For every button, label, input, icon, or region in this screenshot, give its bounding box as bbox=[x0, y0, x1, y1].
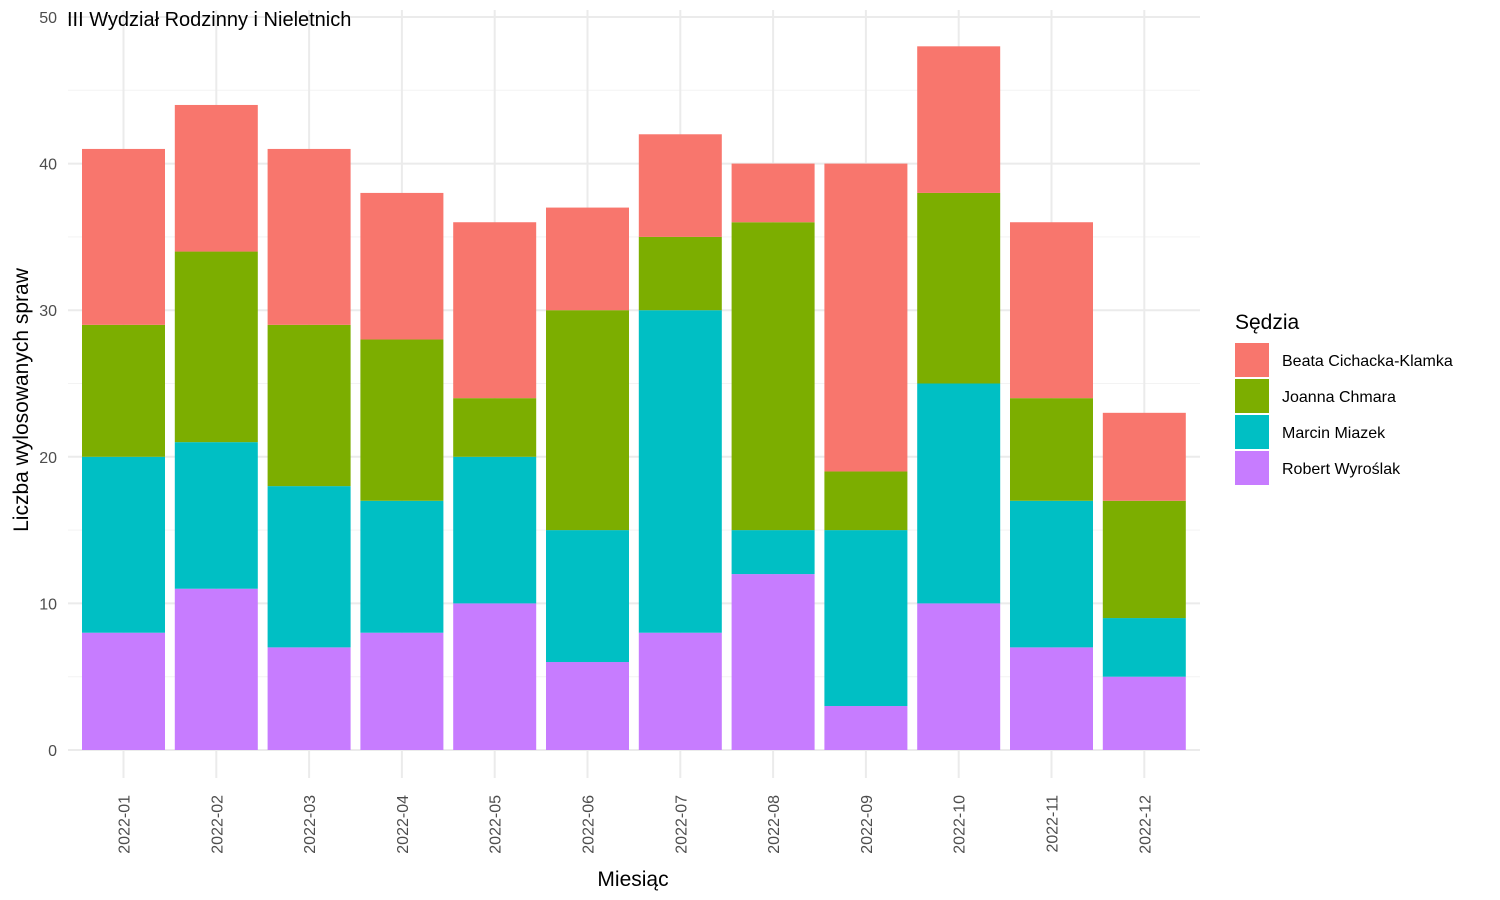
bar-segment-robert-wyroslak-2022-03 bbox=[267, 647, 351, 750]
y-tick-label: 50 bbox=[39, 10, 57, 27]
legend-label: Marcin Miazek bbox=[1282, 425, 1386, 442]
bar-segment-marcin-miazek-2022-01 bbox=[82, 456, 165, 633]
legend-label: Joanna Chmara bbox=[1282, 389, 1396, 406]
x-tick-label: 2022-07 bbox=[673, 795, 690, 854]
bar-segment-robert-wyroslak-2022-10 bbox=[917, 603, 1001, 750]
bar-segment-marcin-miazek-2022-12 bbox=[1102, 618, 1186, 677]
y-tick-label: 40 bbox=[39, 157, 57, 174]
y-axis-title: Liczba wylosowanych spraw bbox=[10, 267, 33, 532]
x-tick-label: 2022-08 bbox=[766, 795, 783, 854]
bar-segment-marcin-miazek-2022-06 bbox=[546, 530, 629, 663]
y-tick-labels: 0 10 20 30 40 50 bbox=[39, 10, 57, 760]
bar-segment-marcin-miazek-2022-08 bbox=[731, 530, 815, 575]
bar-segment-beata-cichacka-klamka-2022-08 bbox=[731, 163, 815, 223]
x-tick-label: 2022-03 bbox=[302, 795, 319, 854]
bar-segment-joanna-chmara-2022-05 bbox=[453, 398, 537, 457]
bar-segment-beata-cichacka-klamka-2022-09 bbox=[824, 163, 908, 472]
y-tick-label: 0 bbox=[48, 743, 57, 760]
legend-key bbox=[1235, 451, 1269, 485]
bar-segment-beata-cichacka-klamka-2022-04 bbox=[360, 192, 444, 340]
legend-title: Sędzia bbox=[1235, 311, 1300, 334]
bar-segment-joanna-chmara-2022-02 bbox=[174, 251, 258, 443]
bar-segment-marcin-miazek-2022-11 bbox=[1010, 500, 1093, 648]
bar-segment-marcin-miazek-2022-09 bbox=[824, 530, 908, 707]
bar-segment-robert-wyroslak-2022-06 bbox=[546, 662, 629, 750]
bar-segment-joanna-chmara-2022-12 bbox=[1102, 500, 1186, 619]
y-tick-label: 30 bbox=[39, 303, 57, 320]
legend-key bbox=[1235, 415, 1269, 449]
y-tick-label: 10 bbox=[39, 596, 57, 613]
x-tick-label: 2022-02 bbox=[209, 795, 226, 854]
bar-segment-joanna-chmara-2022-04 bbox=[360, 339, 444, 501]
legend: Sędzia Beata Cichacka-Klamka Joanna Chmar… bbox=[1235, 311, 1453, 485]
bar-segment-robert-wyroslak-2022-01 bbox=[82, 632, 165, 750]
bar-segment-beata-cichacka-klamka-2022-05 bbox=[453, 222, 537, 399]
bar-segment-joanna-chmara-2022-10 bbox=[917, 192, 1001, 384]
y-tick-label: 20 bbox=[39, 450, 57, 467]
bar-segment-marcin-miazek-2022-05 bbox=[453, 456, 537, 604]
bar-segment-joanna-chmara-2022-11 bbox=[1010, 398, 1093, 501]
bar-segment-joanna-chmara-2022-01 bbox=[82, 324, 165, 457]
x-tick-labels: 2022-01 2022-02 2022-03 2022-04 2022-05 2022-… bbox=[117, 795, 1155, 854]
x-tick-label: 2022-09 bbox=[859, 795, 876, 854]
x-tick-label: 2022-04 bbox=[395, 795, 412, 854]
chart-title: III Wydział Rodzinny i Nieletnich bbox=[67, 9, 351, 31]
bar-segment-joanna-chmara-2022-06 bbox=[546, 310, 629, 531]
bar-segment-robert-wyroslak-2022-02 bbox=[174, 588, 258, 750]
x-tick-label: 2022-05 bbox=[488, 795, 505, 854]
bar-segment-robert-wyroslak-2022-04 bbox=[360, 632, 444, 750]
legend-items: Beata Cichacka-Klamka Joanna Chmara Marcin… bbox=[1235, 343, 1453, 485]
bar-segment-beata-cichacka-klamka-2022-06 bbox=[546, 207, 629, 311]
legend-key bbox=[1235, 379, 1269, 413]
legend-label: Beata Cichacka-Klamka bbox=[1282, 353, 1453, 370]
bar-segment-beata-cichacka-klamka-2022-11 bbox=[1010, 222, 1093, 399]
bar-segment-joanna-chmara-2022-08 bbox=[731, 222, 815, 531]
bar-segment-robert-wyroslak-2022-05 bbox=[453, 603, 537, 750]
bars-layer bbox=[82, 46, 1186, 750]
bar-segment-marcin-miazek-2022-07 bbox=[638, 310, 722, 633]
legend-key bbox=[1235, 343, 1269, 377]
bar-segment-marcin-miazek-2022-04 bbox=[360, 500, 444, 633]
bar-segment-marcin-miazek-2022-10 bbox=[917, 383, 1001, 604]
bar-segment-robert-wyroslak-2022-09 bbox=[824, 706, 908, 750]
bar-segment-robert-wyroslak-2022-08 bbox=[731, 574, 815, 750]
x-tick-label: 2022-12 bbox=[1137, 795, 1154, 854]
bar-segment-joanna-chmara-2022-07 bbox=[638, 236, 722, 311]
bar-segment-robert-wyroslak-2022-07 bbox=[638, 632, 722, 750]
bar-segment-beata-cichacka-klamka-2022-02 bbox=[174, 104, 258, 252]
x-tick-label: 2022-10 bbox=[952, 795, 969, 854]
bar-segment-robert-wyroslak-2022-12 bbox=[1102, 676, 1186, 750]
bar-segment-beata-cichacka-klamka-2022-01 bbox=[82, 148, 165, 325]
bar-segment-joanna-chmara-2022-09 bbox=[824, 471, 908, 531]
x-tick-label: 2022-06 bbox=[581, 795, 598, 854]
x-axis-title: Miesiąc bbox=[597, 868, 668, 891]
legend-label: Robert Wyroślak bbox=[1282, 461, 1401, 478]
bar-segment-joanna-chmara-2022-03 bbox=[267, 324, 351, 487]
bar-segment-marcin-miazek-2022-02 bbox=[174, 442, 258, 589]
bar-segment-beata-cichacka-klamka-2022-07 bbox=[638, 134, 722, 237]
bar-segment-robert-wyroslak-2022-11 bbox=[1010, 647, 1093, 750]
bar-segment-marcin-miazek-2022-03 bbox=[267, 486, 351, 648]
bar-segment-beata-cichacka-klamka-2022-12 bbox=[1102, 412, 1186, 501]
x-tick-label: 2022-01 bbox=[117, 795, 134, 854]
bar-segment-beata-cichacka-klamka-2022-03 bbox=[267, 148, 351, 325]
bar-segment-beata-cichacka-klamka-2022-10 bbox=[917, 46, 1001, 193]
x-tick-label: 2022-11 bbox=[1045, 795, 1062, 853]
